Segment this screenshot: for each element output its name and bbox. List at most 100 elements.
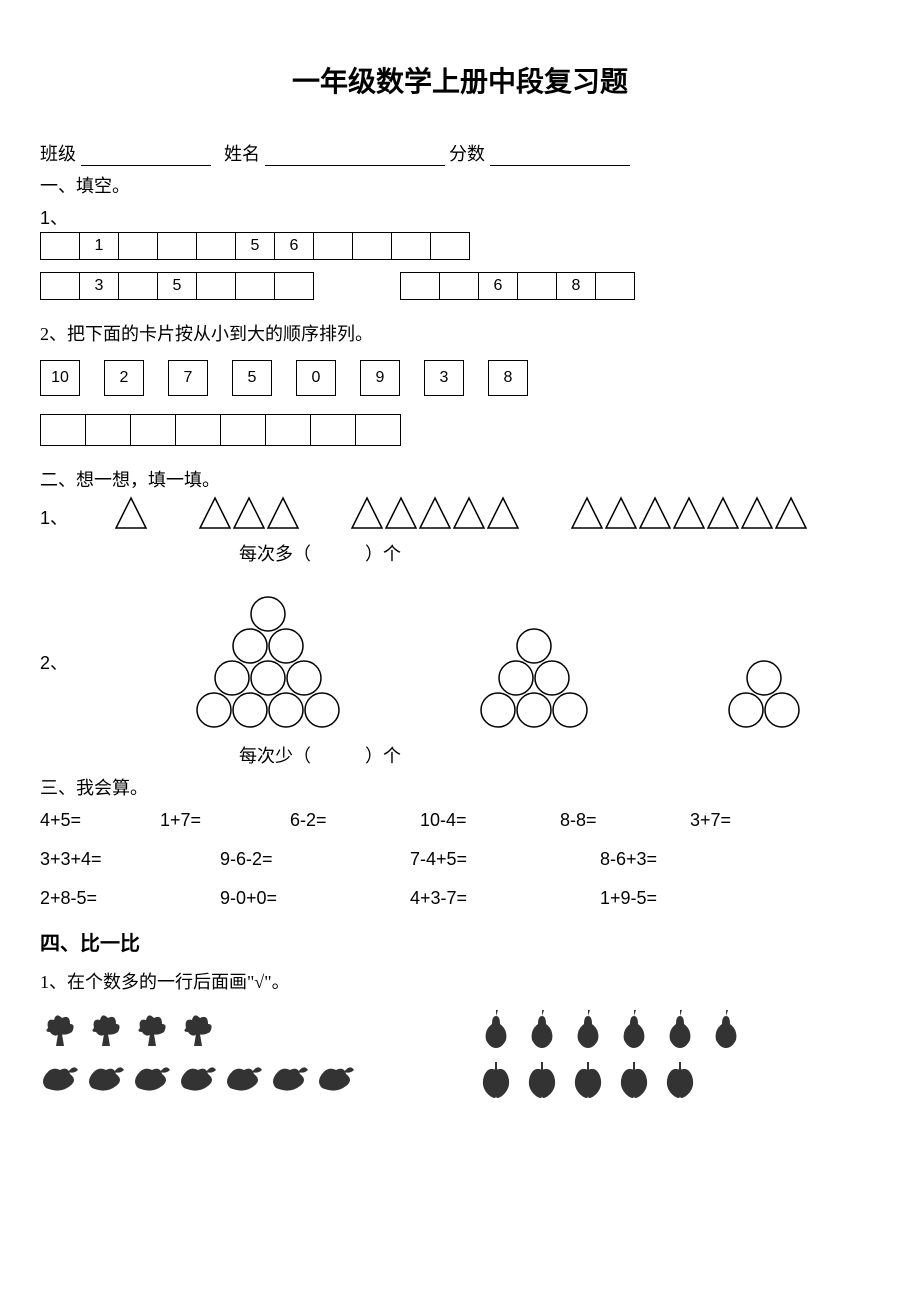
carrot-icon xyxy=(86,1060,126,1100)
number-cell[interactable] xyxy=(157,232,197,260)
tri-caption: 每次多（ ）个 xyxy=(40,540,600,566)
circle-icon xyxy=(214,660,322,696)
calc-expression: 9-0+0= xyxy=(220,888,410,909)
circle-icon xyxy=(196,692,340,728)
number-card: 0 xyxy=(296,360,336,396)
compare-row xyxy=(40,1010,880,1100)
answer-cell[interactable] xyxy=(265,414,311,446)
answer-cell[interactable] xyxy=(85,414,131,446)
circle-icon xyxy=(728,692,800,728)
number-cell[interactable] xyxy=(400,272,440,300)
number-card: 9 xyxy=(360,360,400,396)
triangle-row: 1、 xyxy=(40,496,880,530)
calc-expression: 4+3-7= xyxy=(410,888,600,909)
triangle-group xyxy=(114,496,148,530)
pear-row xyxy=(476,1010,746,1050)
answer-cell[interactable] xyxy=(220,414,266,446)
right-column xyxy=(476,1010,746,1100)
circle-pyramid xyxy=(480,628,588,728)
broccoli-icon xyxy=(178,1010,218,1050)
s2-q1-label: 1、 xyxy=(40,504,68,530)
number-card: 8 xyxy=(488,360,528,396)
circle-pyramid xyxy=(728,660,800,728)
circle-pyramid xyxy=(196,596,340,728)
calc-expression: 9-6-2= xyxy=(220,849,410,870)
apple-icon xyxy=(660,1060,700,1100)
apple-icon xyxy=(614,1060,654,1100)
header-line: 班级 姓名 分数 xyxy=(40,140,880,166)
calc-expression: 10-4= xyxy=(420,810,560,831)
card-row: 102750938 xyxy=(40,360,880,396)
name-blank[interactable] xyxy=(265,147,445,166)
number-cell[interactable] xyxy=(391,232,431,260)
number-card: 3 xyxy=(424,360,464,396)
pear-icon xyxy=(660,1010,700,1050)
number-cell[interactable] xyxy=(352,232,392,260)
triangle-icon xyxy=(350,496,520,530)
broccoli-icon xyxy=(40,1010,80,1050)
number-cell: 1 xyxy=(79,232,119,260)
number-cell[interactable] xyxy=(40,232,80,260)
calc-expression: 2+8-5= xyxy=(40,888,220,909)
calc-expression: 4+5= xyxy=(40,810,160,831)
carrot-icon xyxy=(224,1060,264,1100)
carrot-icon xyxy=(316,1060,356,1100)
broccoli-icon xyxy=(132,1010,172,1050)
number-cell[interactable] xyxy=(430,232,470,260)
answer-cell[interactable] xyxy=(40,414,86,446)
answer-cell[interactable] xyxy=(175,414,221,446)
calc-expression: 1+7= xyxy=(160,810,290,831)
broccoli-row xyxy=(40,1010,356,1050)
calc-expression: 3+3+4= xyxy=(40,849,220,870)
score-label: 分数 xyxy=(449,144,485,164)
number-cell[interactable] xyxy=(196,272,236,300)
score-blank[interactable] xyxy=(490,147,630,166)
pear-icon xyxy=(522,1010,562,1050)
section-1-heading: 一、填空。 xyxy=(40,172,880,198)
circle-caption: 每次少（ ）个 xyxy=(40,742,600,768)
class-blank[interactable] xyxy=(81,147,211,166)
triangle-group xyxy=(198,496,300,530)
carrot-icon xyxy=(132,1060,172,1100)
s4-q1: 1、在个数多的一行后面画"√"。 xyxy=(40,968,880,994)
calc-expression: 6-2= xyxy=(290,810,420,831)
number-cell[interactable] xyxy=(313,232,353,260)
triangle-icon xyxy=(570,496,808,530)
apple-icon xyxy=(522,1060,562,1100)
carrot-row xyxy=(40,1060,356,1100)
circle-icon xyxy=(232,628,304,664)
triangle-group xyxy=(350,496,520,530)
apple-row xyxy=(476,1060,746,1100)
answer-cell[interactable] xyxy=(310,414,356,446)
section-3-heading: 三、我会算。 xyxy=(40,774,880,800)
broccoli-icon xyxy=(86,1010,126,1050)
number-cell[interactable] xyxy=(439,272,479,300)
number-cell[interactable] xyxy=(595,272,635,300)
answer-cell[interactable] xyxy=(355,414,401,446)
circle-icon xyxy=(498,660,570,696)
number-cell[interactable] xyxy=(235,272,275,300)
number-card: 2 xyxy=(104,360,144,396)
circle-icon xyxy=(480,692,588,728)
name-label: 姓名 xyxy=(224,144,260,164)
calc-grid: 4+5=1+7=6-2=10-4=8-8=3+7= 3+3+4=9-6-2=7-… xyxy=(40,810,880,909)
answer-row[interactable] xyxy=(40,414,880,446)
carrot-icon xyxy=(178,1060,218,1100)
apple-icon xyxy=(568,1060,608,1100)
number-cell: 5 xyxy=(157,272,197,300)
class-label: 班级 xyxy=(40,144,76,164)
circle-icon xyxy=(516,628,552,664)
s2-q2-label: 2、 xyxy=(40,649,68,675)
answer-cell[interactable] xyxy=(130,414,176,446)
calc-expression: 3+7= xyxy=(690,810,770,831)
carrot-icon xyxy=(40,1060,80,1100)
number-cell[interactable] xyxy=(118,272,158,300)
number-cell[interactable] xyxy=(40,272,80,300)
number-cell[interactable] xyxy=(274,272,314,300)
number-cell[interactable] xyxy=(517,272,557,300)
number-cell: 3 xyxy=(79,272,119,300)
number-cell: 5 xyxy=(235,232,275,260)
number-card: 7 xyxy=(168,360,208,396)
number-cell[interactable] xyxy=(196,232,236,260)
number-cell[interactable] xyxy=(118,232,158,260)
